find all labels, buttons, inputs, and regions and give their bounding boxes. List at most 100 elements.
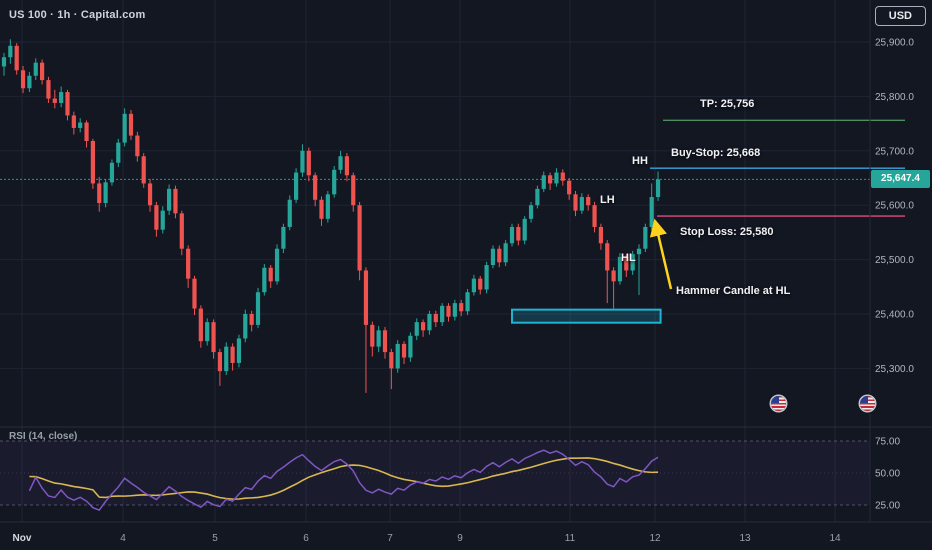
candle-body	[14, 45, 19, 71]
candle-body	[579, 197, 584, 211]
candle-body	[122, 113, 127, 143]
candle-body	[535, 188, 540, 206]
time-axis-label[interactable]: Nov	[13, 533, 32, 544]
candle-body	[116, 142, 121, 163]
candle-body	[484, 265, 489, 290]
candle-body	[452, 303, 457, 317]
rsi-axis-label[interactable]: 25.00	[875, 501, 900, 512]
candle-body	[90, 141, 95, 184]
candle-body	[33, 62, 38, 76]
candle-body	[313, 175, 318, 200]
time-axis-label[interactable]: 12	[649, 533, 661, 544]
candle-body	[421, 322, 426, 331]
rsi-indicator-label[interactable]: RSI (14, close)	[9, 431, 78, 442]
candle-body	[401, 343, 407, 358]
rsi-axis-label[interactable]: 50.00	[875, 469, 900, 480]
higher-high-label: HH	[632, 155, 648, 167]
price-axis-label[interactable]: 25,600.0	[875, 201, 914, 212]
candle-body	[109, 162, 115, 183]
candle-body	[65, 92, 70, 116]
candle-body	[262, 267, 267, 293]
candle-body	[440, 305, 445, 323]
candle-body	[103, 182, 108, 204]
candle-body	[274, 248, 280, 282]
candle-body	[408, 335, 413, 358]
candle-body	[84, 122, 89, 142]
symbol-title[interactable]: US 100 · 1h · Capital.com	[9, 9, 146, 21]
candle-body	[249, 314, 254, 325]
candle-body	[567, 180, 572, 195]
candle-body	[147, 183, 153, 206]
candle-body	[471, 278, 476, 293]
hammer-note-label: Hammer Candle at HL	[676, 285, 791, 297]
candle-body	[636, 248, 642, 255]
candle-body	[173, 188, 178, 214]
candle-body	[59, 92, 64, 103]
price-axis-label[interactable]: 25,500.0	[875, 255, 914, 266]
candle-body	[548, 175, 553, 184]
time-axis-label[interactable]: 14	[829, 533, 841, 544]
candle-body	[97, 183, 102, 204]
candle-body	[528, 205, 534, 219]
candle-body	[357, 205, 362, 271]
candle-body	[154, 205, 159, 230]
candle-body	[427, 314, 432, 331]
candle-body	[20, 70, 26, 89]
candle-body	[287, 199, 292, 227]
candle-body	[243, 314, 248, 339]
candle-body	[370, 324, 375, 347]
price-axis-label[interactable]: 25,700.0	[875, 146, 914, 157]
price-axis-label[interactable]: 25,400.0	[875, 310, 914, 321]
candle-body	[465, 292, 470, 312]
time-axis-label[interactable]: 4	[120, 533, 126, 544]
rsi-axis-label[interactable]: 75.00	[875, 437, 900, 448]
take-profit-label[interactable]: TP: 25,756	[700, 98, 755, 110]
candle-body	[52, 98, 57, 103]
price-axis-label[interactable]: 25,900.0	[875, 38, 914, 49]
candle-body	[300, 150, 305, 173]
candle-body	[205, 322, 210, 342]
candle-body	[319, 199, 324, 219]
stop-loss-label[interactable]: Stop Loss: 25,580	[680, 226, 774, 238]
candle-body	[586, 197, 591, 206]
candle-body	[573, 194, 578, 211]
time-axis-label[interactable]: 7	[387, 533, 393, 544]
time-axis-label[interactable]: 11	[565, 533, 576, 544]
candle-body	[433, 314, 438, 323]
us-flag-event-icon[interactable]	[771, 396, 786, 411]
candle-body	[611, 270, 616, 282]
candle-body	[211, 322, 216, 353]
candle-body	[306, 150, 311, 176]
rsi-ma-line	[29, 457, 659, 500]
candle-body	[560, 172, 565, 181]
time-axis-label[interactable]: 13	[739, 533, 751, 544]
candle-body	[382, 330, 388, 353]
candle-body	[497, 248, 502, 263]
buy-stop-label[interactable]: Buy-Stop: 25,668	[671, 147, 761, 159]
candle-body	[649, 197, 654, 227]
candle-body	[478, 278, 483, 290]
lower-high-label: LH	[600, 194, 615, 206]
higher-low-label: HL	[621, 252, 636, 264]
us-flag-event-icon[interactable]	[860, 396, 875, 411]
price-axis-label[interactable]: 25,300.0	[875, 364, 914, 375]
candle-body	[78, 122, 83, 128]
price-axis-label[interactable]: 25,800.0	[875, 92, 914, 103]
candle-body	[554, 172, 559, 184]
candle-body	[8, 45, 13, 58]
currency-usd-button[interactable]: USD	[874, 6, 926, 26]
current-price-badge: 25,647.4	[871, 170, 930, 188]
candle-body	[643, 226, 648, 249]
candle-body	[192, 278, 197, 309]
candle-body	[516, 226, 521, 241]
support-zone-box[interactable]	[511, 308, 662, 324]
candle-body	[541, 175, 546, 189]
candle-body	[624, 256, 629, 271]
time-axis-label[interactable]: 9	[457, 533, 463, 544]
candle-body	[186, 248, 191, 279]
candle-body	[617, 256, 623, 282]
time-axis-label[interactable]: 6	[303, 533, 309, 544]
time-axis-label[interactable]: 5	[212, 533, 218, 544]
